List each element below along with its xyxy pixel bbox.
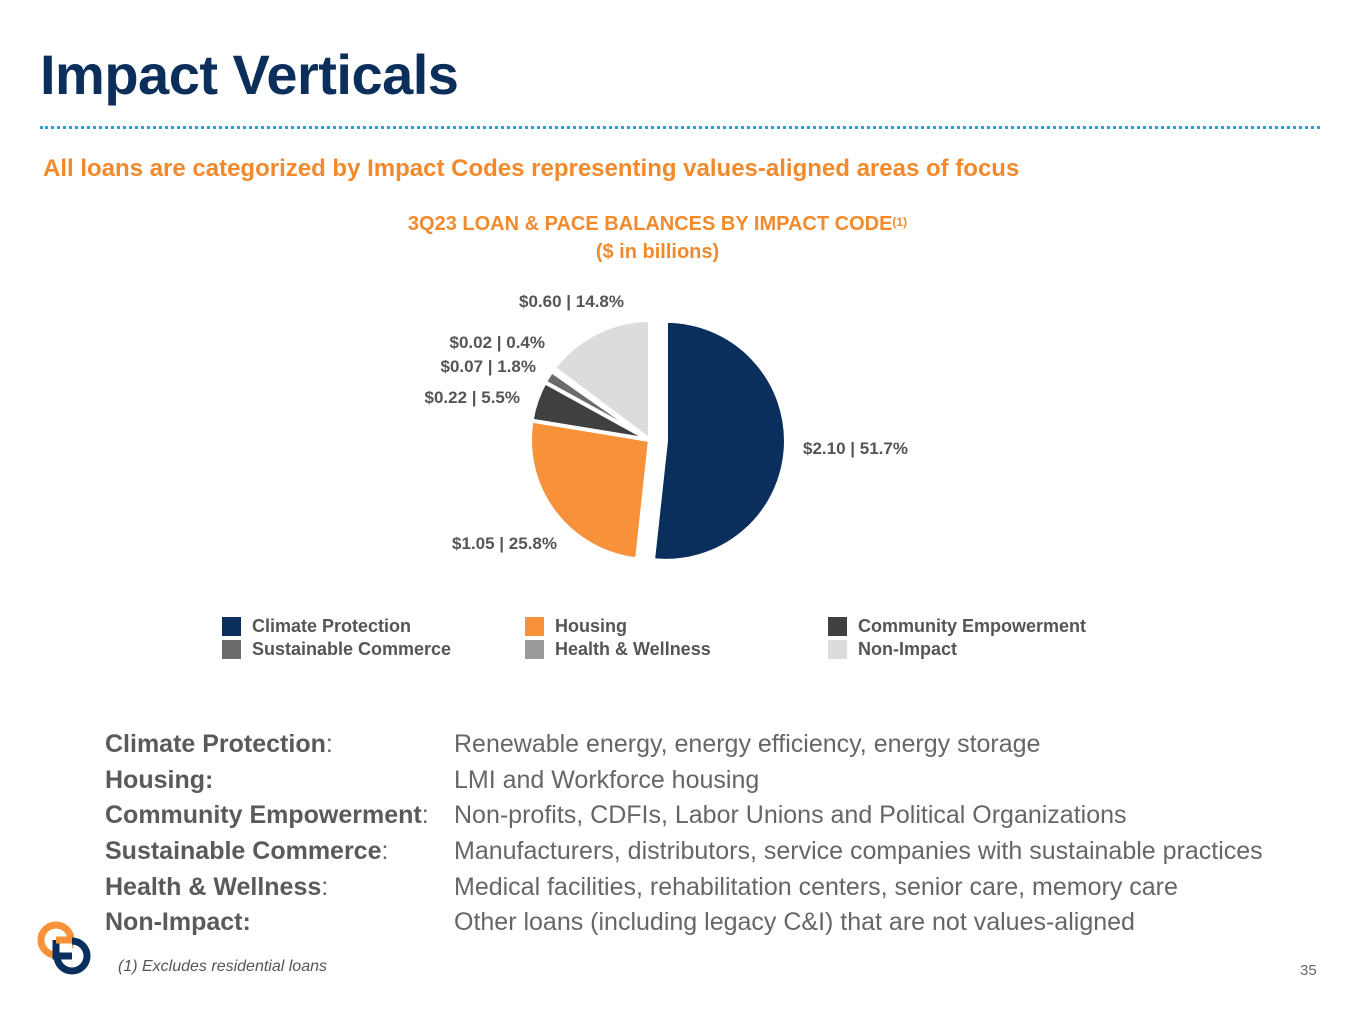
definition-term: Climate Protection bbox=[105, 730, 326, 758]
legend-swatch bbox=[525, 639, 544, 659]
legend-label: Sustainable Commerce bbox=[252, 638, 452, 659]
pie-slice-housing bbox=[528, 418, 652, 562]
chart-title-units: ($ in billions) bbox=[595, 241, 720, 263]
legend-item-health-wellness: Health & Wellness bbox=[525, 638, 711, 660]
definition-row-non-impact: Non-Impact: Other loans (including legac… bbox=[105, 905, 1135, 939]
legend-item-community-empowerment: Community Empowerment bbox=[828, 615, 1086, 637]
definition-description: Non-profits, CDFIs, Labor Unions and Pol… bbox=[454, 801, 1127, 829]
pie-slice-climate-protection bbox=[651, 318, 788, 563]
definition-row-housing: Housing: LMI and Workforce housing bbox=[105, 763, 759, 797]
legend-item-sustainable-commerce: Sustainable Commerce bbox=[222, 638, 451, 660]
footnote: (1) Excludes residential loans bbox=[118, 958, 327, 975]
legend-swatch bbox=[222, 616, 241, 636]
bank-logo-icon bbox=[37, 921, 91, 975]
definition-description: Manufacturers, distributors, service com… bbox=[454, 837, 1263, 865]
definition-sep: : bbox=[321, 873, 329, 901]
page-subtitle: All loans are categorized by Impact Code… bbox=[43, 155, 1020, 182]
definition-description: LMI and Workforce housing bbox=[454, 766, 760, 794]
definition-description: Renewable energy, energy efficiency, ene… bbox=[454, 730, 1041, 758]
page-title: Impact Verticals bbox=[40, 43, 459, 106]
legend-swatch bbox=[222, 639, 241, 659]
title-divider bbox=[40, 126, 1320, 129]
definition-description: Medical facilities, rehabilitation cente… bbox=[454, 873, 1178, 901]
legend-swatch bbox=[828, 616, 847, 636]
legend-label: Health & Wellness bbox=[555, 638, 711, 659]
definition-term: Non-Impact: bbox=[105, 908, 251, 936]
pie-chart: $2.10 | 51.7% $1.05 | 25.8% $0.22 | 5.5% $0… bbox=[425, 292, 908, 563]
chart-title: 3Q23 LOAN & PACE BALANCES BY IMPACT CODE… bbox=[0, 210, 1315, 266]
slice-label-climate-protection: $2.10 | 51.7% bbox=[803, 439, 908, 458]
definition-term: Community Empowerment bbox=[105, 801, 422, 829]
legend-label: Community Empowerment bbox=[858, 615, 1087, 636]
slice-label-health-wellness: $0.02 | 0.4% bbox=[450, 333, 546, 352]
definition-row-climate-protection: Climate Protection: Renewable energy, en… bbox=[105, 727, 1040, 761]
definition-description: Other loans (including legacy C&I) that … bbox=[454, 908, 1135, 936]
definition-row-health-wellness: Health & Wellness: Medical facilities, r… bbox=[105, 870, 1178, 904]
legend-label: Non-Impact bbox=[858, 638, 957, 659]
definition-row-sustainable-commerce: Sustainable Commerce: Manufacturers, dis… bbox=[105, 834, 1263, 868]
legend-swatch bbox=[525, 616, 544, 636]
slice-label-sustainable-commerce: $0.07 | 1.8% bbox=[441, 357, 537, 376]
legend-label: Climate Protection bbox=[252, 615, 412, 636]
definition-sep: : bbox=[325, 730, 333, 758]
definition-sep: : bbox=[421, 801, 429, 829]
legend-label: Housing bbox=[555, 615, 627, 636]
legend-swatch bbox=[828, 639, 847, 659]
legend-item-climate-protection: Climate Protection bbox=[222, 615, 411, 637]
slice-label-non-impact: $0.60 | 14.8% bbox=[519, 292, 624, 311]
pie-slice-non-impact bbox=[551, 318, 652, 442]
chart-title-main: 3Q23 LOAN & PACE BALANCES BY IMPACT CODE bbox=[407, 213, 893, 235]
definition-term: Sustainable Commerce bbox=[105, 837, 382, 865]
definition-row-community-empowerment: Community Empowerment: Non-profits, CDFI… bbox=[105, 798, 1127, 832]
legend-item-non-impact: Non-Impact bbox=[828, 638, 957, 660]
definition-term: Housing: bbox=[105, 766, 214, 794]
definition-term: Health & Wellness bbox=[105, 873, 322, 901]
slice-label-community-empowerment: $0.22 | 5.5% bbox=[425, 388, 521, 407]
definition-sep: : bbox=[381, 837, 389, 865]
chart-title-footnote-ref: (1) bbox=[892, 215, 908, 229]
slice-label-housing: $1.05 | 25.8% bbox=[452, 534, 557, 553]
page-number: 35 bbox=[1300, 962, 1317, 979]
legend-item-housing: Housing bbox=[525, 615, 627, 637]
